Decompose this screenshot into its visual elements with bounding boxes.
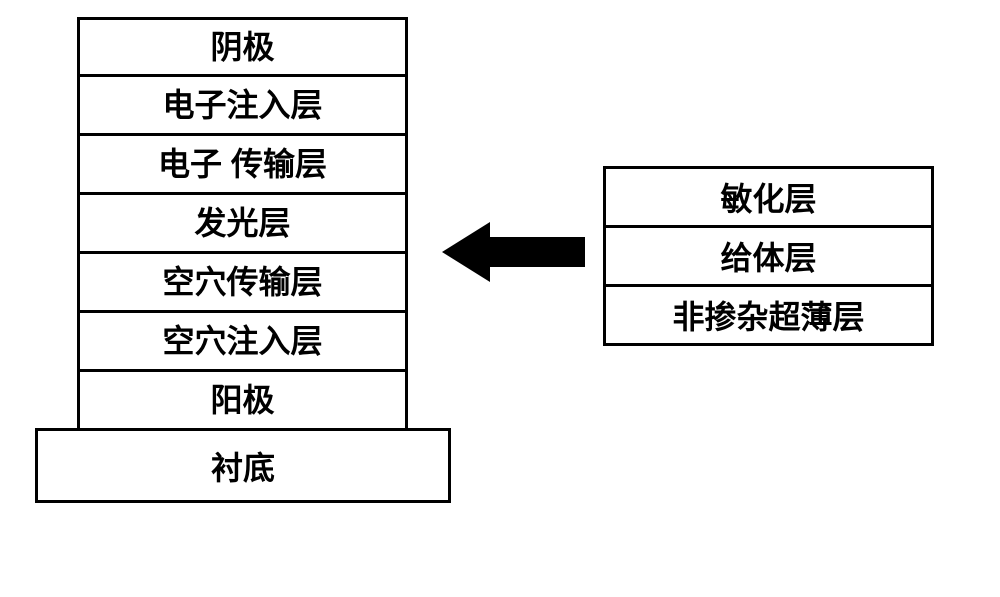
layer-sensitizing: 敏化层 (603, 166, 934, 228)
emission-layer-detail-stack: 敏化层 给体层 非掺杂超薄层 (603, 166, 934, 346)
layer-label: 电子 传输层 (158, 148, 327, 180)
layer-electron-transport: 电子 传输层 (77, 133, 408, 195)
layer-label: 电子注入层 (162, 89, 322, 121)
layer-electron-injection: 电子注入层 (77, 74, 408, 136)
layer-label: 非掺杂超薄层 (672, 292, 864, 338)
device-layer-stack: 阴极 电子注入层 电子 传输层 发光层 空穴传输层 空穴注入层 阳极 衬底 (77, 17, 451, 503)
layer-undoped-ultrathin: 非掺杂超薄层 (603, 284, 934, 346)
layer-substrate: 衬底 (35, 428, 451, 503)
layer-label: 给体层 (720, 233, 816, 279)
layer-label: 衬底 (211, 443, 275, 489)
layer-label: 敏化层 (720, 174, 816, 220)
layer-hole-injection: 空穴注入层 (77, 310, 408, 372)
layer-donor: 给体层 (603, 225, 934, 287)
layer-hole-transport: 空穴传输层 (77, 251, 408, 313)
layer-label: 空穴传输层 (162, 266, 322, 298)
arrow-left-icon (442, 222, 585, 282)
layer-anode: 阳极 (77, 369, 408, 431)
layer-label: 空穴注入层 (162, 325, 322, 357)
layer-cathode: 阴极 (77, 17, 408, 77)
arrow-head (442, 222, 490, 282)
arrow-shaft (490, 237, 585, 267)
layer-label: 发光层 (194, 207, 290, 239)
layer-label: 阳极 (210, 384, 274, 416)
layer-emission: 发光层 (77, 192, 408, 254)
layer-label: 阴极 (210, 31, 274, 63)
